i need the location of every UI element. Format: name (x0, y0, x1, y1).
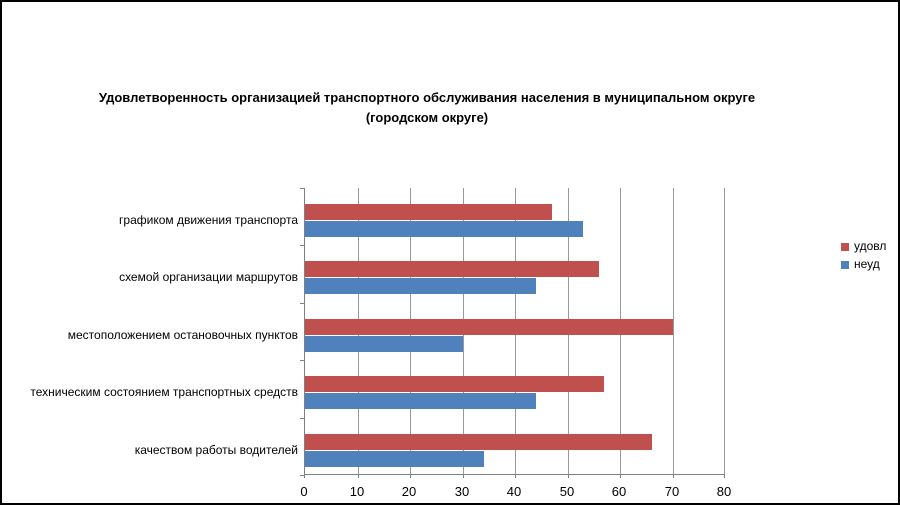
y-tick-mark-4 (300, 418, 304, 419)
bar-удовл-category-5 (305, 434, 652, 450)
legend-entry-udovl: удовл (841, 240, 886, 253)
x-axis-label-80: 80 (716, 484, 732, 499)
gridline-x-80 (724, 188, 725, 474)
category-label-1: графиком движения транспорта (119, 213, 298, 227)
chart-title-line2: (городском округе) (365, 110, 489, 125)
y-tick-mark-5 (300, 475, 304, 476)
category-label-3: местоположением остановочных пунктов (67, 328, 298, 342)
y-tick-mark-3 (300, 360, 304, 361)
chart-title: Удовлетворенность организацией транспорт… (62, 88, 792, 128)
x-axis-label-40: 40 (506, 484, 522, 499)
plot-area (300, 188, 725, 478)
x-axis-label-50: 50 (559, 484, 575, 499)
legend-swatch-neud-icon (841, 260, 849, 269)
bar-неуд-category-5 (305, 451, 484, 467)
x-tick-mark-30 (463, 474, 464, 478)
bar-удовл-category-1 (305, 204, 552, 220)
x-axis-label-0: 0 (300, 484, 308, 499)
category-label-4: техническим состоянием транспортных сред… (30, 385, 298, 399)
x-axis-label-60: 60 (611, 484, 627, 499)
legend-label-udovl: удовл (854, 239, 887, 253)
category-label-2: схемой организации маршрутов (119, 270, 298, 284)
y-tick-mark-0 (300, 188, 304, 189)
bar-неуд-category-4 (305, 393, 536, 409)
x-axis-label-10: 10 (349, 484, 365, 499)
bar-неуд-category-1 (305, 221, 583, 237)
bar-неуд-category-2 (305, 278, 536, 294)
x-tick-mark-0 (304, 474, 305, 478)
legend: удовл неуд (841, 240, 886, 271)
y-tick-mark-1 (300, 245, 304, 246)
bar-удовл-category-2 (305, 261, 599, 277)
bar-удовл-category-4 (305, 376, 604, 392)
x-axis-label-30: 30 (454, 484, 470, 499)
x-tick-mark-80 (724, 474, 725, 478)
x-axis-label-20: 20 (401, 484, 417, 499)
x-axis-label-70: 70 (664, 484, 680, 499)
legend-entry-neud: неуд (841, 258, 886, 271)
x-tick-mark-20 (410, 474, 411, 478)
legend-swatch-udovl-icon (841, 242, 849, 251)
x-tick-mark-10 (358, 474, 359, 478)
x-tick-mark-50 (568, 474, 569, 478)
gridline-x-70 (673, 188, 674, 474)
chart-title-line1: Удовлетворенность организацией транспорт… (98, 90, 756, 105)
x-tick-mark-70 (673, 474, 674, 478)
x-tick-mark-40 (515, 474, 516, 478)
category-label-5: качеством работы водителей (134, 443, 298, 457)
bar-неуд-category-3 (305, 336, 463, 352)
bar-удовл-category-3 (305, 319, 673, 335)
y-tick-mark-2 (300, 303, 304, 304)
legend-label-neud: неуд (854, 257, 880, 271)
x-tick-mark-60 (620, 474, 621, 478)
